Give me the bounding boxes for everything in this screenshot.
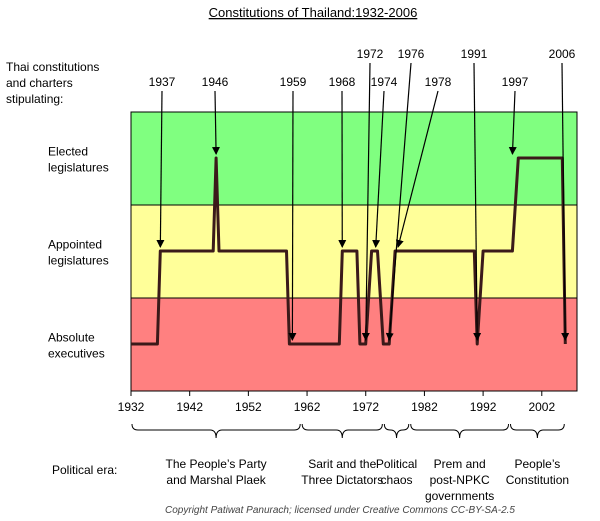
annotation-label-1937: 1937 <box>149 75 176 89</box>
era-name-2-1: chaos <box>381 473 413 487</box>
x-tick-label-6: 1992 <box>470 400 497 414</box>
era-name-1-0: Sarit and the <box>308 457 376 471</box>
band-labels: Elected legislatures Appointed legislatures… <box>48 145 109 361</box>
era-name-3-0: Prem and <box>434 457 486 471</box>
era-name-4-0: People’s <box>514 457 560 471</box>
left-header-line-2: and charters <box>6 76 73 90</box>
x-tick-label-3: 1962 <box>294 400 321 414</box>
band-2 <box>130 297 578 392</box>
annotation-arrow-1959 <box>288 90 297 341</box>
x-axis: 1932 1942 1952 1962 1972 1982 1992 2002 <box>118 391 555 414</box>
era-brace-4 <box>510 423 565 439</box>
x-tick-label-5: 1982 <box>411 400 438 414</box>
series <box>131 156 567 346</box>
annotation-label-1972: 1972 <box>357 47 384 61</box>
x-tick-label-0: 1932 <box>118 400 145 414</box>
band-label-1-1: legislatures <box>48 254 109 268</box>
annotation-arrow-2006 <box>561 62 570 341</box>
era-brace-1 <box>301 423 383 439</box>
annotation-arrow-1974 <box>372 90 385 248</box>
annotation-label-1946: 1946 <box>202 75 229 89</box>
annotation-arrow-1937 <box>156 90 165 248</box>
annotation-arrow-1978 <box>395 90 439 248</box>
annotation-arrow-1972 <box>361 62 371 341</box>
annotation-arrow-1946 <box>211 90 220 155</box>
annotation-arrow-1991 <box>473 62 482 341</box>
left-header-line-3: stipulating: <box>6 92 63 106</box>
annotation-label-1991: 1991 <box>461 47 488 61</box>
constitution-series-line <box>131 156 567 346</box>
band-0 <box>130 111 578 206</box>
diagram-title: Constitutions of Thailand:1932-2006 <box>209 5 418 20</box>
annotation-label-1976: 1976 <box>398 47 425 61</box>
annotation-arrow-1997 <box>508 90 517 155</box>
copyright-note: Copyright Patiwat Panurach; licensed und… <box>165 505 515 516</box>
band-label-2-0: Absolute <box>48 331 95 345</box>
annotation-label-1974: 1974 <box>371 75 398 89</box>
x-tick-label-7: 2002 <box>528 400 555 414</box>
era-name-3-2: governments <box>425 489 494 503</box>
x-tick-label-4: 1972 <box>352 400 379 414</box>
annotation-label-1959: 1959 <box>280 75 307 89</box>
x-tick-label-2: 1952 <box>235 400 262 414</box>
eras-label: Political era: <box>52 463 117 477</box>
era-brace-2 <box>383 423 410 439</box>
era-brace-0 <box>131 423 301 439</box>
era-name-0-0: The People’s Party <box>166 457 267 471</box>
era-name-3-1: post-NPKC <box>430 473 490 487</box>
band-label-0-1: legislatures <box>48 161 109 175</box>
band-label-0-0: Elected <box>48 145 88 159</box>
era-name-0-1: and Marshal Plaek <box>166 473 266 487</box>
band-label-1-0: Appointed <box>48 238 102 252</box>
left-header-line-1: Thai constitutions <box>6 60 99 74</box>
band-label-2-1: executives <box>48 347 105 361</box>
annotation-arrow-1976 <box>385 62 412 341</box>
era-name-2-0: Political <box>376 457 417 471</box>
era-brace-3 <box>410 423 510 439</box>
era-name-1-1: Three Dictators <box>301 473 383 487</box>
era-name-4-1: Constitution <box>506 473 569 487</box>
annotation-label-1978: 1978 <box>425 75 452 89</box>
annotation-label-1997: 1997 <box>502 75 529 89</box>
bands <box>130 111 578 392</box>
eras: The People’s Party and Marshal Plaek Sarit… <box>131 423 569 503</box>
annotation-label-2006: 2006 <box>549 47 576 61</box>
x-tick-label-1: 1942 <box>176 400 203 414</box>
annotation-label-1968: 1968 <box>329 75 356 89</box>
